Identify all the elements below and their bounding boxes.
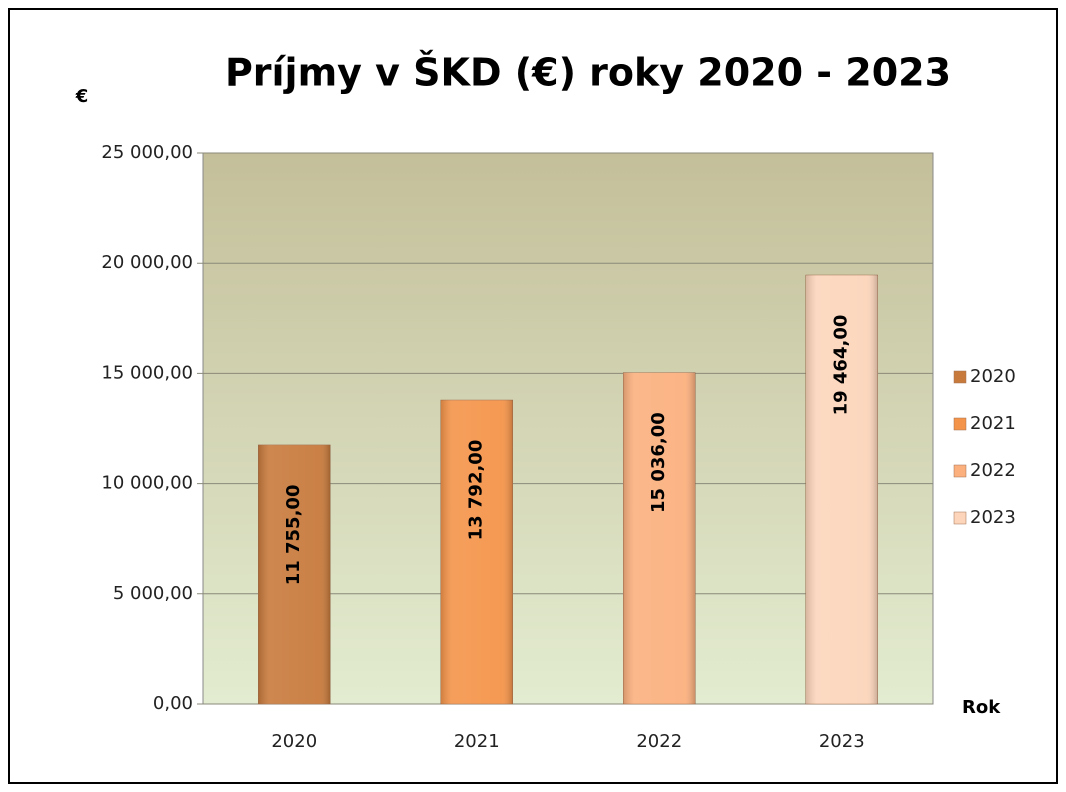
legend-label: 2023 xyxy=(970,507,1016,528)
bar-shine xyxy=(258,444,331,704)
value-label: 19 464,00 xyxy=(831,315,852,416)
x-axis-label: Rok xyxy=(962,697,1001,718)
bar-shine xyxy=(623,372,696,704)
legend-swatch xyxy=(953,370,967,384)
y-tick-label: 20 000,00 xyxy=(101,252,193,273)
legend-swatch xyxy=(953,464,967,478)
value-label: 15 036,00 xyxy=(648,412,669,513)
y-tick-label: 5 000,00 xyxy=(113,583,193,604)
value-label: 11 755,00 xyxy=(283,485,304,586)
legend-swatch xyxy=(953,417,967,431)
legend-label: 2022 xyxy=(970,460,1016,481)
x-tick-label: 2021 xyxy=(454,731,500,752)
x-tick-label: 2022 xyxy=(636,731,682,752)
y-axis-label: € xyxy=(75,86,89,107)
y-tick-label: 25 000,00 xyxy=(101,142,193,163)
bar-shine xyxy=(805,275,878,704)
legend-swatch xyxy=(953,511,967,525)
y-tick-label: 15 000,00 xyxy=(101,362,193,383)
y-tick-label: 10 000,00 xyxy=(101,473,193,494)
value-label: 13 792,00 xyxy=(466,440,487,541)
x-tick-label: 2023 xyxy=(819,731,865,752)
x-tick-label: 2020 xyxy=(271,731,317,752)
bar-shine xyxy=(440,400,513,704)
y-tick-label: 0,00 xyxy=(153,693,193,714)
legend-label: 2020 xyxy=(970,366,1016,387)
legend-label: 2021 xyxy=(970,413,1016,434)
chart-title: Príjmy v ŠKD (€) roky 2020 - 2023 xyxy=(225,51,951,95)
